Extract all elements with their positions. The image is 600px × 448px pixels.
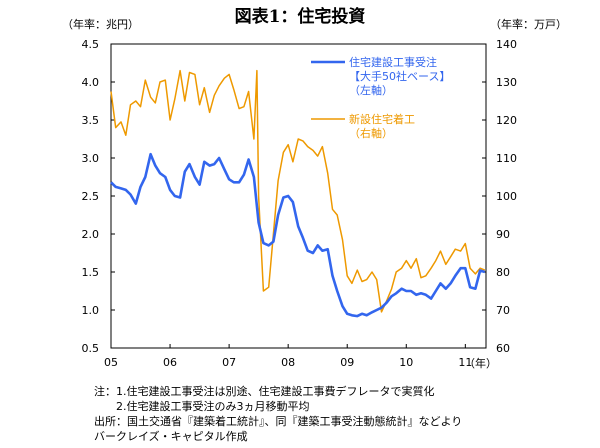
series-line-housing-orders bbox=[110, 152, 486, 318]
x-axis-tick-label: 11 bbox=[458, 356, 472, 369]
right-axis-tick-label: 110 bbox=[496, 152, 517, 165]
plot-frame bbox=[110, 43, 487, 349]
right-axis-tick-label: 90 bbox=[496, 228, 510, 241]
right-axis-tick-label: 80 bbox=[496, 266, 510, 279]
right-axis-tick-label: 60 bbox=[496, 342, 510, 355]
left-axis-tick-label: 1.0 bbox=[82, 304, 100, 317]
series-line-housing-starts bbox=[110, 69, 486, 313]
left-axis-tick-label: 3.5 bbox=[82, 114, 100, 127]
left-axis-tick-label: 2.5 bbox=[82, 190, 100, 203]
x-axis-tick-label: 10 bbox=[399, 356, 413, 369]
left-axis-tick-label: 1.5 bbox=[82, 266, 100, 279]
note-line-1: 注：1.住宅建設工事受注は別途、住宅建設工事費デフレータで実質化 bbox=[94, 385, 435, 398]
chart-title: 図表1：住宅投資 bbox=[235, 6, 366, 27]
left-axis-tick-label: 3.0 bbox=[82, 152, 100, 165]
right-axis-tick-label: 120 bbox=[496, 114, 517, 127]
x-axis-tick-label: 08 bbox=[281, 356, 295, 369]
right-axis-tick-label: 100 bbox=[496, 190, 517, 203]
right-axis-unit: （年率：万戸） bbox=[490, 17, 567, 31]
legend-label-housing-orders: 【大手50社ベース】 bbox=[349, 69, 450, 83]
left-axis-tick-label: 4.0 bbox=[82, 76, 100, 89]
note-line-3: 出所：国土交通省『建築着工統計』、同『建築工事受注動態統計』などより bbox=[94, 415, 463, 428]
x-axis-unit: （年） bbox=[464, 356, 497, 370]
right-axis-tick-label: 70 bbox=[496, 304, 510, 317]
note-line-4: バークレイズ・キャピタル作成 bbox=[94, 430, 248, 443]
left-axis-unit: （年率：兆円） bbox=[62, 17, 139, 31]
legend-label-housing-starts: （右軸） bbox=[349, 126, 393, 140]
left-axis-tick-label: 2.0 bbox=[82, 228, 100, 241]
legend-label-housing-starts: 新設住宅着工 bbox=[349, 112, 415, 126]
left-axis-tick-label: 4.5 bbox=[82, 38, 100, 51]
legend-label-housing-orders: （左軸） bbox=[349, 83, 393, 97]
note-line-2: 2.住宅建設工事受注のみ3ヵ月移動平均 bbox=[94, 400, 310, 413]
x-axis-tick-label: 09 bbox=[340, 356, 354, 369]
left-axis-tick-label: 0.5 bbox=[82, 342, 100, 355]
right-axis-tick-label: 140 bbox=[496, 38, 517, 51]
legend-label-housing-orders: 住宅建設工事受注 bbox=[349, 55, 437, 69]
x-axis-tick-label: 06 bbox=[163, 356, 177, 369]
x-axis-tick-label: 07 bbox=[222, 356, 236, 369]
x-axis-tick-label: 05 bbox=[104, 356, 118, 369]
right-axis-tick-label: 130 bbox=[496, 76, 517, 89]
